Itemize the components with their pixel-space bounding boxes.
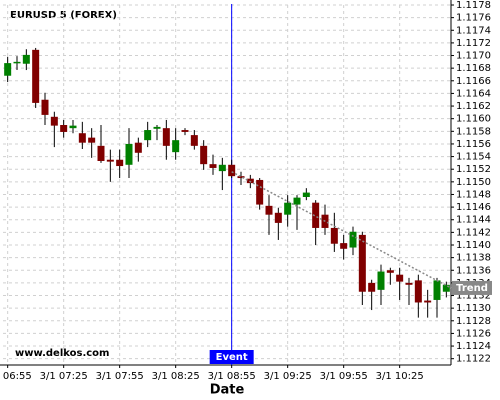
candle-body (13, 61, 21, 64)
candle-body (312, 202, 320, 228)
candle-body (116, 159, 124, 167)
y-tick-label: 1.1156 (456, 139, 491, 150)
candle-body (181, 130, 189, 132)
candle-body (209, 164, 217, 168)
x-tick-label: 3/1 09:55 (320, 371, 368, 382)
candle-body (284, 202, 292, 215)
y-tick-label: 1.1136 (456, 265, 491, 276)
y-tick-label: 1.1140 (456, 240, 491, 251)
candle-body (274, 212, 282, 223)
candle-body (377, 271, 385, 290)
candle-body (265, 205, 273, 215)
candle-body (60, 125, 68, 132)
candle-body (368, 282, 376, 292)
y-tick-label: 1.1176 (456, 13, 491, 24)
x-tick-label: 3/1 06:55 (0, 371, 32, 382)
candle-body (172, 140, 180, 153)
candle-body (396, 274, 404, 282)
candle-body (302, 192, 310, 197)
candle-body (22, 54, 30, 64)
y-tick-label: 1.1174 (456, 25, 491, 36)
y-tick-label: 1.1170 (456, 51, 491, 62)
y-tick-label: 1.1128 (456, 316, 491, 327)
candle-body (88, 137, 96, 143)
y-tick-label: 1.1178 (456, 0, 491, 11)
candle-body (97, 145, 105, 161)
candle-body (106, 159, 114, 162)
candle-body (200, 145, 208, 165)
y-tick-label: 1.1154 (456, 152, 491, 163)
y-tick-label: 1.1130 (456, 303, 491, 314)
candle-body (358, 234, 366, 292)
y-tick-label: 1.1172 (456, 38, 491, 49)
y-tick-label: 1.1150 (456, 177, 491, 188)
watermark: www.delkos.com (15, 348, 109, 359)
y-tick-label: 1.1164 (456, 88, 491, 99)
x-tick-label: 3/1 08:55 (208, 371, 256, 382)
candle-body (153, 126, 161, 129)
y-tick-label: 1.1148 (456, 189, 491, 200)
candle-body (32, 49, 40, 103)
x-tick-label: 3/1 07:55 (96, 371, 144, 382)
y-tick-label: 1.1142 (456, 227, 491, 238)
candle-body (144, 130, 152, 141)
trend-label-box (452, 280, 492, 295)
candle-body (349, 231, 357, 248)
y-tick-label: 1.1158 (456, 126, 491, 137)
y-tick-label: 1.1146 (456, 202, 491, 213)
trend-label: Trend (456, 283, 488, 294)
x-axis-label: Date (210, 383, 245, 398)
x-tick-label: 3/1 07:25 (40, 371, 88, 382)
x-tick-label: 3/1 10:25 (376, 371, 424, 382)
candle-body (125, 143, 133, 165)
candle-body (405, 282, 413, 285)
candle-body (218, 164, 226, 172)
candle-body (41, 99, 49, 115)
candle-body (69, 125, 77, 129)
trend-line (231, 171, 452, 289)
y-tick-label: 1.1152 (456, 164, 491, 175)
candle-body (424, 300, 432, 303)
x-tick-label: 3/1 09:25 (264, 371, 312, 382)
candle-body (256, 179, 264, 205)
candle-body (228, 164, 236, 177)
y-tick-label: 1.1126 (456, 328, 491, 339)
candle-body (50, 116, 58, 126)
y-tick-label: 1.1122 (456, 354, 491, 365)
event-label: Event (216, 352, 248, 363)
candle-body (386, 270, 394, 273)
candle-body (442, 284, 450, 292)
y-tick-label: 1.1144 (456, 215, 491, 226)
candle-body (134, 142, 142, 153)
y-tick-label: 1.1132 (456, 291, 491, 302)
x-tick-label: 3/1 08:25 (152, 371, 200, 382)
event-label-box (209, 350, 254, 364)
candle-body (340, 243, 348, 249)
y-tick-label: 1.1166 (456, 76, 491, 87)
y-tick-label: 1.1138 (456, 253, 491, 264)
y-tick-label: 1.1168 (456, 63, 491, 74)
y-tick-label: 1.1124 (456, 341, 491, 352)
candle-body (78, 133, 86, 143)
candle-body (237, 176, 245, 179)
y-tick-label: 1.1162 (456, 101, 491, 112)
chart-title: EURUSD 5 (FOREX) (10, 10, 117, 21)
candle-body (190, 135, 198, 146)
y-tick-label: 1.1160 (456, 114, 491, 125)
candle-body (162, 128, 170, 146)
candle-body (4, 63, 12, 76)
candle-body (433, 280, 441, 300)
candle-body (414, 280, 422, 303)
candle-body (293, 197, 301, 205)
candle-body (330, 227, 338, 244)
